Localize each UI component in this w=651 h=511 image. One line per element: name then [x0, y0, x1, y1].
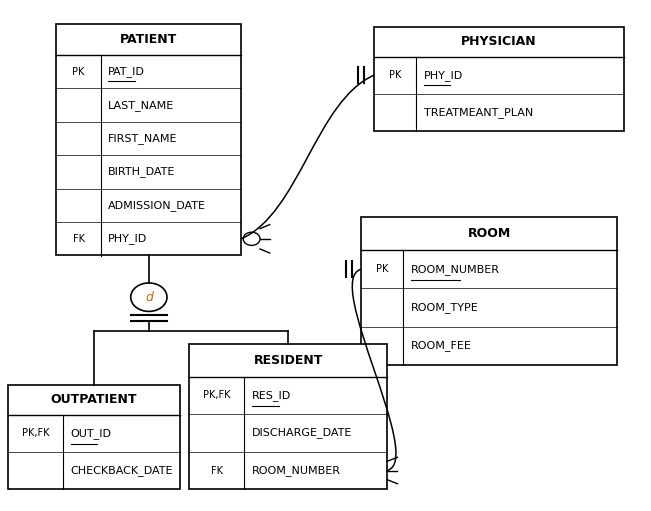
Text: PATIENT: PATIENT — [120, 33, 178, 46]
Text: ROOM: ROOM — [467, 227, 511, 240]
Text: PHYSICIAN: PHYSICIAN — [461, 35, 536, 48]
Text: PHY_ID: PHY_ID — [424, 69, 464, 81]
Text: ROOM_NUMBER: ROOM_NUMBER — [411, 264, 500, 275]
Text: PK: PK — [72, 67, 85, 77]
Text: PK,FK: PK,FK — [203, 390, 230, 401]
Text: LAST_NAME: LAST_NAME — [108, 100, 174, 111]
Text: FK: FK — [72, 234, 85, 244]
Text: FK: FK — [211, 466, 223, 476]
Text: ROOM_TYPE: ROOM_TYPE — [411, 302, 479, 313]
Bar — [189, 344, 387, 489]
Text: DISCHARGE_DATE: DISCHARGE_DATE — [252, 428, 353, 438]
Bar — [361, 217, 617, 365]
Text: CHECKBACK_DATE: CHECKBACK_DATE — [71, 465, 173, 476]
Text: PK: PK — [376, 264, 389, 274]
Text: BIRTH_DATE: BIRTH_DATE — [108, 167, 176, 177]
Text: RESIDENT: RESIDENT — [253, 354, 323, 367]
Text: ROOM_NUMBER: ROOM_NUMBER — [252, 465, 341, 476]
Text: PK,FK: PK,FK — [21, 428, 49, 438]
Text: TREATMEANT_PLAN: TREATMEANT_PLAN — [424, 107, 533, 118]
Text: PHY_ID: PHY_ID — [108, 234, 148, 244]
Bar — [374, 27, 624, 131]
Text: PAT_ID: PAT_ID — [108, 66, 145, 77]
Text: ADMISSION_DATE: ADMISSION_DATE — [108, 200, 206, 211]
Bar — [8, 385, 180, 489]
Text: FIRST_NAME: FIRST_NAME — [108, 133, 178, 144]
Bar — [57, 24, 242, 256]
Text: PK: PK — [389, 70, 402, 80]
Text: RES_ID: RES_ID — [252, 390, 292, 401]
Text: OUT_ID: OUT_ID — [71, 428, 112, 439]
Text: ROOM_FEE: ROOM_FEE — [411, 340, 472, 351]
Text: d: d — [145, 291, 153, 304]
Text: OUTPATIENT: OUTPATIENT — [51, 393, 137, 406]
